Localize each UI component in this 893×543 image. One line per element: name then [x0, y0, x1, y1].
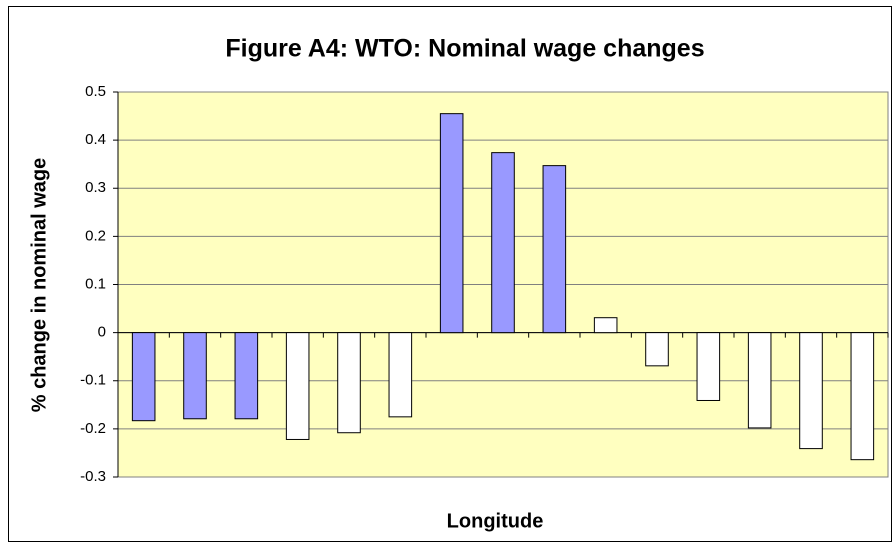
bar [747, 332, 772, 429]
bar [491, 152, 515, 334]
bar [337, 332, 361, 434]
y-tick-label: 0.1 [85, 275, 106, 292]
y-tick-label: 0 [98, 324, 106, 341]
bar [799, 332, 823, 450]
bar [183, 332, 207, 420]
chart-title: Figure A4: WTO: Nominal wage changes [225, 35, 704, 63]
y-tick-label: 0.2 [85, 227, 106, 244]
bar [388, 332, 413, 418]
y-tick-label: -0.1 [80, 372, 106, 389]
bar [645, 332, 669, 367]
bar [285, 332, 310, 440]
bar [131, 332, 156, 422]
bar [850, 332, 875, 461]
y-axis-label: % change in nominal wage [28, 158, 50, 413]
bar [439, 113, 464, 334]
bar [593, 317, 618, 334]
y-tick-label: 0.5 [85, 83, 106, 100]
y-tick-label: -0.2 [80, 420, 106, 437]
bar [542, 165, 567, 334]
bar [696, 332, 721, 401]
y-tick-label: 0.3 [85, 179, 106, 196]
bar [234, 332, 259, 420]
y-tick-label: -0.3 [80, 468, 106, 485]
x-axis-label: Longitude [447, 510, 544, 532]
y-tick-label: 0.4 [85, 131, 106, 148]
